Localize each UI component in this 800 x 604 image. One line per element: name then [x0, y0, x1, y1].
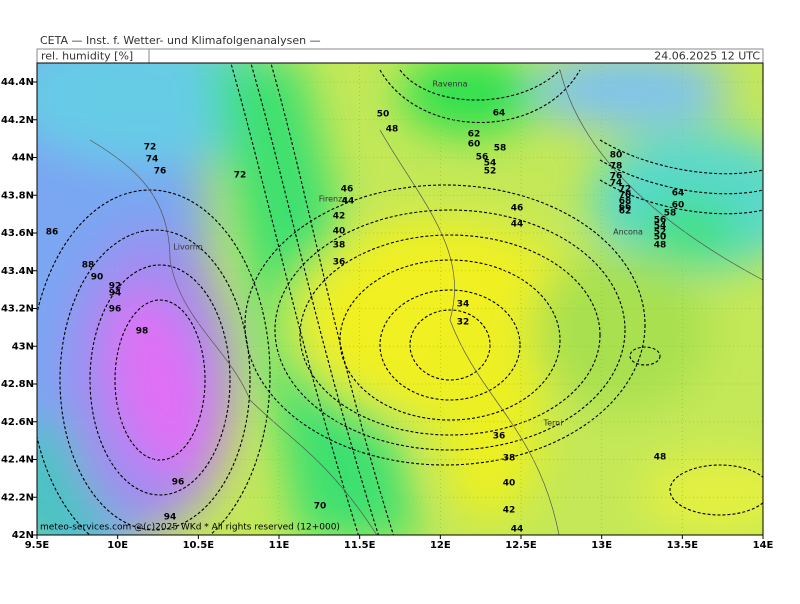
contour-label: 76 [154, 167, 167, 177]
y-tick-label: 43.2N [1, 304, 34, 315]
variable-label: rel. humidity [%] [41, 50, 133, 63]
contour-label: 48 [654, 453, 667, 463]
grid [37, 63, 763, 535]
x-tick-label: 9.5E [25, 540, 50, 551]
city-label: Firenze [319, 195, 348, 204]
datetime: 24.06.2025 12 UTC [654, 50, 760, 63]
city-label: Terni [543, 419, 563, 428]
contour-label: 32 [457, 318, 470, 328]
contour-label: 70 [619, 191, 632, 201]
contour-label: 36 [333, 258, 346, 268]
y-tick-label: 43.4N [1, 266, 34, 277]
y-tick-label: 42N [12, 530, 34, 541]
contour-label: 44 [511, 220, 524, 230]
y-tick-label: 42.8N [1, 379, 34, 390]
contour-label: 48 [654, 241, 667, 251]
contour-label: 88 [82, 261, 95, 271]
contour-label: 40 [503, 479, 516, 489]
contour-label: 36 [493, 432, 506, 442]
contour-label: 58 [494, 144, 507, 154]
x-tick-label: 10.5E [183, 540, 215, 551]
x-tick-label: 12E [430, 540, 451, 551]
source-title: CETA — Inst. f. Wetter- und Klimafolgena… [40, 34, 321, 47]
contours [37, 63, 763, 535]
contour-label: 56 [476, 153, 489, 163]
contour-label: 66 [619, 203, 632, 213]
contour-label: 92 [109, 282, 122, 292]
y-tick-label: 44.4N [1, 77, 34, 88]
y-tick-label: 42.4N [1, 455, 34, 466]
contour-label: 50 [654, 233, 667, 243]
contour-label: 48 [386, 125, 399, 135]
contour-label: 74 [146, 155, 159, 165]
x-tick-label: 14E [753, 540, 774, 551]
x-tick-label: 10E [107, 540, 128, 551]
contour-label: 78 [610, 162, 623, 172]
city-label: Livorno [173, 243, 203, 252]
contour-label: 74 [610, 179, 623, 189]
map-field [37, 63, 763, 535]
contour-label: 86 [46, 228, 59, 238]
contour-label: 40 [333, 227, 346, 237]
contour-label: 60 [672, 201, 685, 211]
contour-label: 68 [619, 197, 632, 207]
contour-label: 54 [484, 159, 497, 169]
x-tick-label: 12.5E [505, 540, 537, 551]
contour-label: 64 [493, 109, 506, 119]
copyright: meteo-services.com @(c)2025 WKd * All ri… [40, 523, 340, 533]
y-tick-label: 44.2N [1, 115, 34, 126]
contour-label: 72 [144, 143, 157, 153]
map-frame [36, 62, 764, 536]
contour-label: 34 [457, 300, 470, 310]
contour-label: 42 [333, 212, 346, 222]
contour-label: 42 [503, 506, 516, 516]
city-label: Ancona [613, 228, 643, 237]
coastline [89, 69, 763, 535]
contour-label: 44 [511, 525, 524, 535]
city-label: Ravenna [433, 80, 468, 89]
contour-label: 98 [136, 327, 149, 337]
y-tick-label: 43.8N [1, 190, 34, 201]
contour-label: 58 [664, 209, 677, 219]
contour-label: 62 [619, 207, 632, 217]
contour-label: 50 [377, 110, 390, 120]
y-tick-label: 44N [12, 153, 34, 164]
x-tick-label: 13E [591, 540, 612, 551]
contour-label: 46 [341, 185, 354, 195]
contour-label: 38 [503, 454, 516, 464]
contour-label: 38 [333, 241, 346, 251]
contour-label: 52 [484, 167, 497, 177]
contour-label: 60 [468, 140, 481, 150]
x-tick-label: 11E [269, 540, 290, 551]
contour-label: 46 [511, 204, 524, 214]
contour-label: 80 [610, 151, 623, 161]
contour-label: 94 [164, 513, 177, 523]
y-tick-label: 43N [12, 341, 34, 352]
contour-label: 56 [654, 216, 667, 226]
contour-label: 94 [109, 289, 122, 299]
contour-label: 62 [468, 130, 481, 140]
contour-label: 90 [91, 273, 104, 283]
y-tick-label: 42.2N [1, 492, 34, 503]
x-tick-label: 13.5E [667, 540, 699, 551]
contour-label: 96 [109, 305, 122, 315]
contour-label: 52 [654, 228, 667, 238]
contour-label: 54 [654, 222, 667, 232]
x-tick-label: 11.5E [344, 540, 376, 551]
contour-label: 70 [314, 502, 327, 512]
contour-label: 44 [342, 197, 355, 207]
contour-label: 96 [172, 478, 185, 488]
y-tick-label: 43.6N [1, 228, 34, 239]
contour-label: 72 [619, 185, 632, 195]
y-tick-label: 42.6N [1, 417, 34, 428]
contour-label: 76 [610, 172, 623, 182]
contour-label: 72 [234, 171, 247, 181]
contour-label: 64 [672, 189, 685, 199]
